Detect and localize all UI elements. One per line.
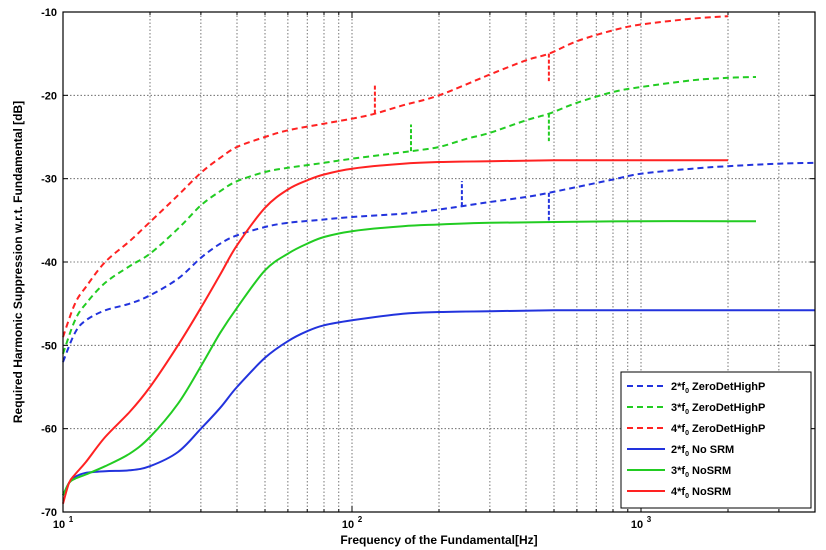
y-tick-label: -20 (41, 90, 57, 102)
x-tick-label-exponent: 1 (69, 515, 74, 524)
x-tick-label: 10 (53, 519, 65, 531)
series-line-1 (62, 161, 816, 363)
series-line-6 (62, 159, 728, 504)
legend-entry: 4*f0 NoSRM (671, 486, 731, 500)
x-axis-label: Frequency of the Fundamental[Hz] (340, 533, 537, 547)
x-tick-label-exponent: 2 (358, 515, 363, 524)
y-tick-label: -30 (41, 174, 57, 186)
y-tick-label: -10 (41, 7, 57, 19)
y-tick-label: -60 (41, 424, 57, 436)
legend: 2*f0 ZeroDetHighP 3*f0 ZeroDetHighP 4*f0 Z… (620, 371, 812, 509)
x-tick-label: 10 (631, 519, 643, 531)
legend-entry: 2*f0 ZeroDetHighP (671, 381, 765, 395)
y-axis-label: Required Harmonic Suppression w.r.t. Fun… (11, 101, 25, 423)
legend-entry: 3*f0 ZeroDetHighP (671, 402, 765, 416)
legend-entry: 4*f0 ZeroDetHighP (671, 423, 765, 437)
legend-entry: 3*f0 NoSRM (671, 465, 731, 479)
series-line-2 (62, 76, 757, 355)
x-tick-label: 10 (342, 519, 354, 531)
series-line-4 (62, 309, 815, 496)
y-tick-label: -40 (41, 257, 57, 269)
y-tick-label: -70 (41, 507, 57, 519)
series-lines (62, 15, 816, 504)
legend-entry: 2*f0 No SRM (671, 444, 734, 458)
legend-box (620, 371, 812, 509)
x-tick-label-exponent: 3 (647, 515, 652, 524)
series-line-5 (62, 220, 756, 496)
axis-ticks: -70 -60 -50 -40 -30 -20 -10 10 1 10 2 10 3 (41, 7, 816, 531)
y-tick-label: -50 (41, 340, 57, 352)
series-line-3 (62, 15, 729, 338)
